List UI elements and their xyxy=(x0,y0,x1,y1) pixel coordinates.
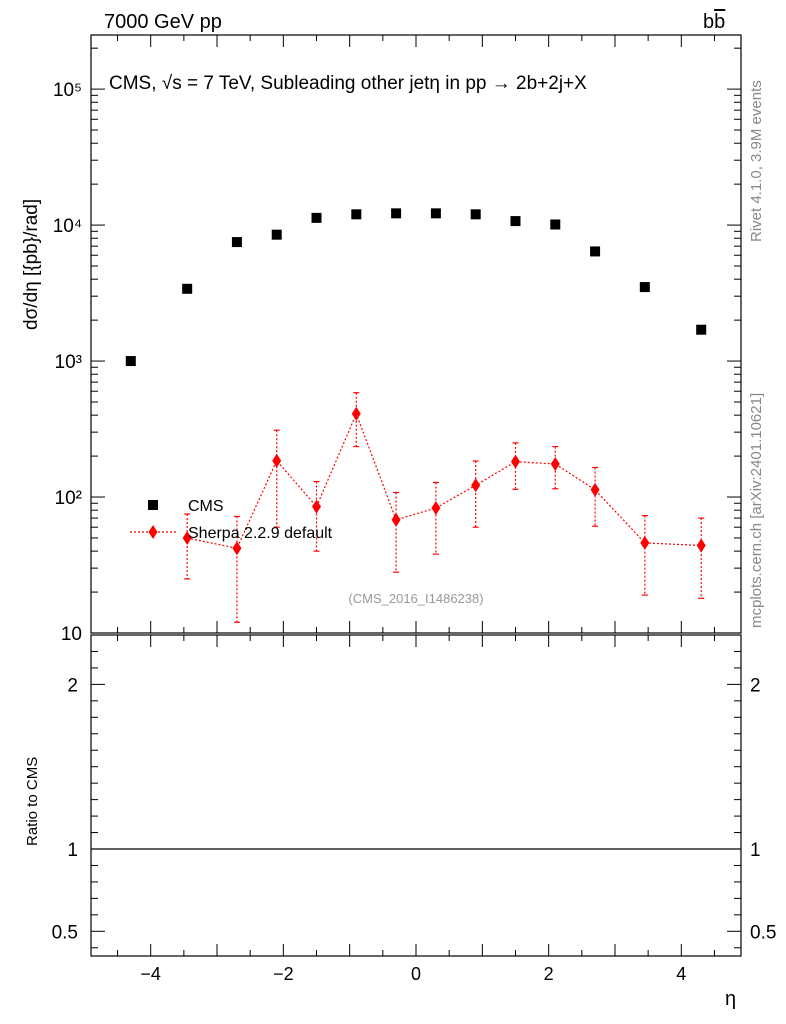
x-tick-label: −2 xyxy=(273,964,294,984)
energy-label: 7000 GeV pp xyxy=(104,11,222,33)
mcplots-label: mcplots.cern.ch [arXiv:2401.10621] xyxy=(748,393,765,628)
ratio-panel-frame xyxy=(90,634,742,957)
y-tick-label: 10³ xyxy=(55,352,82,373)
ratio-axis-label: Ratio to CMS xyxy=(24,757,41,846)
sherpa-point xyxy=(640,535,650,550)
ratio-tick-label-right: 1 xyxy=(750,840,761,861)
ratio-tick-label-left: 0.5 xyxy=(52,922,78,943)
cms-point xyxy=(590,246,601,257)
axis-ticks: −4 −2 0 2 4 10 10² 10³ 10⁴ 10⁵ 0.5 0.5 1 1 2 2 xyxy=(52,35,776,984)
cms-point xyxy=(271,229,282,240)
chart-title: CMS, √s = 7 TeV, Subleading other jetη i… xyxy=(109,73,587,94)
y-axis-label: dσ/dη [{pb}/rad] xyxy=(21,199,42,330)
x-tick-label: 4 xyxy=(676,964,686,984)
data-marks xyxy=(125,208,707,623)
cms-point xyxy=(311,212,322,223)
cms-point xyxy=(430,208,441,219)
x-tick-label: −4 xyxy=(140,964,161,984)
ratio-tick-label-left: 2 xyxy=(67,675,78,696)
sherpa-point xyxy=(510,454,520,469)
cms-point xyxy=(696,324,707,335)
sherpa-point xyxy=(431,501,441,516)
legend-sherpa-marker xyxy=(148,525,158,539)
legend-cms-marker xyxy=(148,500,158,510)
cms-point xyxy=(231,237,242,248)
sherpa-point xyxy=(590,482,600,497)
ratio-tick-label-right: 2 xyxy=(750,675,761,696)
x-tick-label: 2 xyxy=(544,964,554,984)
y-tick-label: 10 xyxy=(61,624,82,645)
y-tick-label: 10² xyxy=(55,488,82,509)
cms-point xyxy=(550,219,561,230)
legend-cms-label: CMS xyxy=(188,498,224,515)
sherpa-point xyxy=(471,478,481,493)
cms-point xyxy=(125,356,136,367)
sherpa-point xyxy=(232,541,242,556)
analysis-watermark: (CMS_2016_I1486238) xyxy=(348,591,483,606)
sherpa-point xyxy=(351,406,361,421)
cms-point xyxy=(391,208,402,219)
y-tick-label: 10⁵ xyxy=(53,80,82,101)
x-tick-label: 0 xyxy=(411,964,421,984)
rivet-label: Rivet 4.1.0, 3.9M events xyxy=(748,80,765,242)
x-axis-label: η xyxy=(725,988,736,1010)
cms-point xyxy=(510,216,521,227)
sherpa-point xyxy=(696,538,706,553)
legend: CMS Sherpa 2.2.9 default xyxy=(130,498,333,542)
ratio-tick-label-right: 0.5 xyxy=(750,922,776,943)
sherpa-point xyxy=(182,530,192,545)
process-label: bb xyxy=(703,11,725,33)
sherpa-point xyxy=(312,499,322,514)
cms-point xyxy=(470,209,481,220)
sherpa-point xyxy=(391,512,401,527)
cms-point xyxy=(351,209,362,220)
cms-point xyxy=(182,283,193,294)
sherpa-point xyxy=(550,456,560,471)
sherpa-point xyxy=(272,453,282,468)
legend-sherpa-label: Sherpa 2.2.9 default xyxy=(188,525,333,542)
ratio-tick-label-left: 1 xyxy=(67,840,78,861)
cms-point xyxy=(639,282,650,293)
y-tick-label: 10⁴ xyxy=(53,216,82,237)
